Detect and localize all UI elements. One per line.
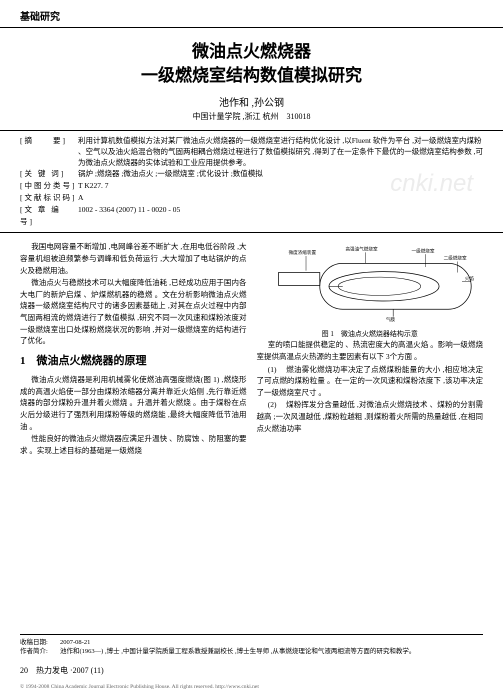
fig-label: 火焰 xyxy=(464,275,474,282)
clc-value: T K227. 7 xyxy=(78,180,483,192)
fig-label: 气膜 xyxy=(385,317,395,324)
articleno-label: [文 章 编 号] xyxy=(20,204,78,228)
authors: 池作和 ,孙公钢 xyxy=(20,94,483,109)
fig-label: 一级燃烧室 xyxy=(411,248,434,255)
para: 室的喷口能提供稳定的 、热流密度大的高温火焰 。影响一级燃烧室提供高温点火热源的… xyxy=(257,339,484,362)
articleno-value: 1002 - 3364 (2007) 11 - 0020 - 05 xyxy=(78,204,483,228)
title-block: 微油点火燃烧器 一级燃烧室结构数值模拟研究 池作和 ,孙公钢 中国计量学院 ,浙… xyxy=(0,28,503,130)
figure-1: 微度浓缩装置 高强油气燃烧室 一级燃烧室 二级燃烧室 火焰 气膜 图 1 微油点… xyxy=(257,245,484,335)
clc-label: [中图分类号] xyxy=(20,180,78,192)
journal-issue: ·2007 (11) xyxy=(70,666,104,675)
left-column: 我国电网容量不断增加 ,电网峰谷差不断扩大 ,在用电低谷阶段 ,大容量机组被迫频… xyxy=(20,241,247,457)
author-bio: 池作和(1963—) ,博士 ,中国计量学院质量工程系教授兼副校长 ,博士生导师… xyxy=(60,647,415,656)
para: 性能良好的微油点火燃烧器应满足升温快 、防腐蚀 、防阻塞的要求 。实现上述目标的… xyxy=(20,433,247,456)
author-bio-label: 作者简介: xyxy=(20,647,60,656)
doccode-label: [文献标识码] xyxy=(20,192,78,204)
para: (1) 燃油雾化燃烧功率决定了点燃煤粉能量的大小 ,相应地决定了可点燃的煤粉粒量… xyxy=(257,364,484,399)
fig-label: 高强油气燃烧室 xyxy=(345,246,377,253)
figure-caption: 图 1 微油点火燃烧器结构示意 xyxy=(257,329,484,340)
abstract-text: 利用计算机数值模拟方法对某厂微油点火燃烧器的一级燃烧室进行结构优化设计 ,以Fl… xyxy=(78,135,483,169)
affiliation: 中国计量学院 ,浙江 杭州 310018 xyxy=(20,111,483,122)
keywords-label: [关 键 词] xyxy=(20,168,78,180)
journal-name: 热力发电 xyxy=(36,666,68,675)
title-line-2: 一级燃烧室结构数值模拟研究 xyxy=(20,64,483,88)
page-footer: 20 热力发电 ·2007 (11) xyxy=(20,665,104,676)
header-bar: 基础研究 xyxy=(0,0,503,28)
section-heading: 1 微油点火燃烧器的原理 xyxy=(20,353,247,370)
fig-label: 二级燃烧室 xyxy=(443,255,466,262)
page-number: 20 xyxy=(20,666,28,675)
para: 微油点火与稳燃技术可以大幅度降低油耗 ,已经成功应用于国内各大电厂的新炉启煤 、… xyxy=(20,277,247,347)
fig-label: 微度浓缩装置 xyxy=(288,250,316,257)
received-date: 2007-08-21 xyxy=(60,638,90,647)
burner-diagram-icon: 微度浓缩装置 高强油气燃烧室 一级燃烧室 二级燃烧室 火焰 气膜 xyxy=(257,245,484,323)
right-column: 微度浓缩装置 高强油气燃烧室 一级燃烧室 二级燃烧室 火焰 气膜 图 1 微油点… xyxy=(257,241,484,457)
meta-section: [摘 要] 利用计算机数值模拟方法对某厂微油点火燃烧器的一级燃烧室进行结构优化设… xyxy=(0,130,503,234)
para: 微油点火燃烧器是利用机械雾化使燃油高强度燃烧(图 1) ,燃烧形成的高温火焰使一… xyxy=(20,374,247,432)
body-columns: 我国电网容量不断增加 ,电网峰谷差不断扩大 ,在用电低谷阶段 ,大容量机组被迫频… xyxy=(0,233,503,457)
category-label: 基础研究 xyxy=(20,8,483,23)
para: 我国电网容量不断增加 ,电网峰谷差不断扩大 ,在用电低谷阶段 ,大容量机组被迫频… xyxy=(20,241,247,276)
abstract-label: [摘 要] xyxy=(20,135,78,169)
footer-notes: 收稿日期: 2007-08-21 作者简介: 池作和(1963—) ,博士 ,中… xyxy=(20,634,483,656)
para: (2) 煤粉挥发分含量越低 ,对微油点火燃烧技术 、煤粉的分割需越高 ;一次风温… xyxy=(257,399,484,434)
title-line-1: 微油点火燃烧器 xyxy=(20,40,483,64)
doccode-value: A xyxy=(78,192,483,204)
keywords-text: 锅炉 ;燃烧器 ;微油点火 ;一级燃烧室 ;优化设计 ;数值模拟 xyxy=(78,168,483,180)
copyright-line: © 1994-2008 China Academic Journal Elect… xyxy=(20,684,483,690)
received-date-label: 收稿日期: xyxy=(20,638,60,647)
